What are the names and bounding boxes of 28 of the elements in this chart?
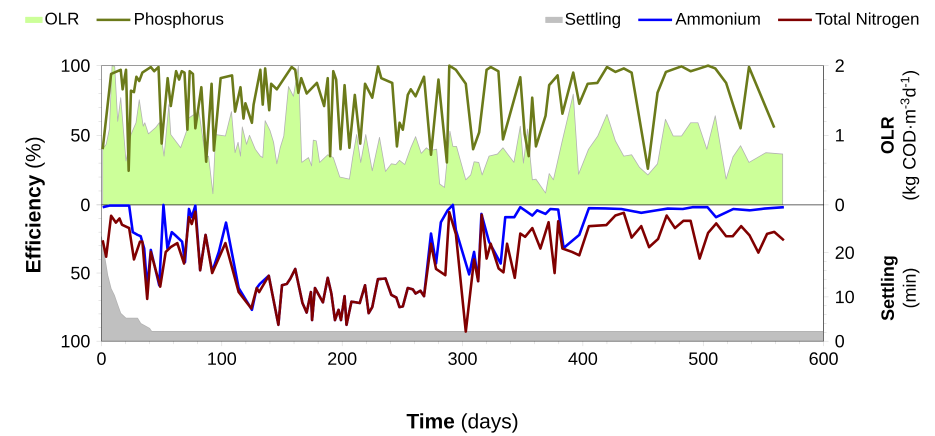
y-axis-title: Efficiency (%) [25, 138, 45, 272]
y2-tick-label: 0 [835, 198, 844, 212]
x-tick-label: 0 [97, 352, 106, 366]
x-tick-label: 600 [810, 352, 838, 366]
y2-tick-label: 0 [835, 334, 844, 348]
legend-label: Settling [565, 12, 620, 28]
legend-label: Phosphorus [135, 12, 224, 28]
y2-axis-title: Settling (min) [880, 256, 920, 320]
legend-label: OLR [45, 12, 79, 25]
y-tick-label: 50 [71, 129, 90, 142]
x-tick-label: 500 [689, 352, 718, 366]
y-tick-label: 100 [62, 334, 90, 348]
y-tick-label: 100 [62, 59, 90, 72]
x-axis-title: Time (days) [406, 413, 518, 433]
y-tick-label: 50 [71, 266, 90, 280]
y2-axis-title: OLR (kg COD·m$^{-3}$d$^{-1}$) [881, 71, 920, 200]
x-tick-label: 300 [448, 352, 477, 366]
legend-label: Ammonium [675, 12, 760, 26]
y2-tick-label: 1 [836, 129, 844, 142]
y2-tick-label: 2 [836, 60, 844, 72]
y-tick-label: 0 [81, 198, 90, 212]
y2-tick-label: 20 [836, 246, 854, 260]
line-series [101, 64, 776, 172]
legend-label: Total Nitrogen [816, 12, 918, 28]
x-tick-label: 400 [568, 352, 598, 366]
x-tick-label: 100 [208, 352, 236, 366]
x-tick-label: 200 [328, 352, 356, 366]
y2-tick-label: 10 [836, 290, 854, 304]
